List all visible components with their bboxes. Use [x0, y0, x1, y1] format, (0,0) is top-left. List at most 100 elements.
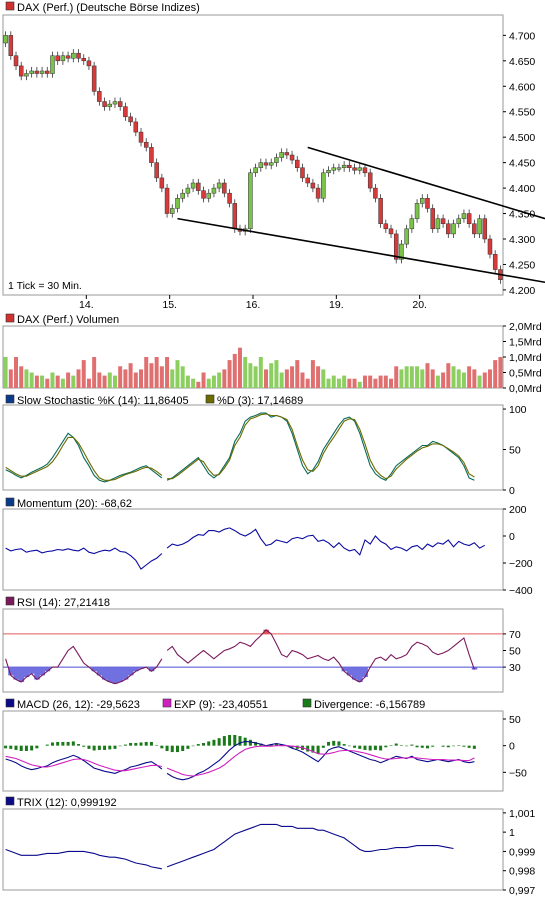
candle: [420, 198, 425, 204]
rsi-oversold-fill: [362, 667, 368, 678]
volume-bar: [305, 378, 310, 388]
ytick-label-0: 4.650: [509, 56, 535, 68]
candle: [170, 208, 175, 214]
divergence-bar: [87, 745, 91, 749]
volume-bar: [274, 360, 279, 388]
divergence-bar: [254, 741, 258, 746]
ytick-label-5: −50: [509, 767, 527, 779]
candle: [482, 218, 488, 240]
candle: [430, 208, 435, 230]
divergence-bar: [441, 745, 445, 747]
volume-bar: [29, 372, 34, 388]
candle: [321, 172, 326, 199]
volume-bar: [196, 381, 201, 388]
rsi-oversold-fill: [29, 667, 35, 674]
divergence-bar: [50, 742, 54, 746]
candle: [253, 167, 258, 174]
candle: [461, 213, 467, 219]
divergence-bar: [113, 745, 117, 749]
ytick-label-0: 4.500: [509, 132, 535, 144]
legend-text-5: MACD (26, 12): -29,5623: [17, 699, 140, 711]
candle: [76, 52, 81, 59]
candle: [409, 218, 415, 230]
candle: [373, 187, 378, 199]
volume-bar: [336, 378, 341, 388]
trendline-lower: [177, 217, 545, 284]
legend-text-5: Divergence: -6,156789: [314, 699, 425, 711]
candle: [404, 228, 409, 245]
ytick-label-2: 50: [509, 445, 521, 457]
volume-bar: [342, 375, 347, 388]
divergence-bar: [181, 745, 185, 751]
divergence-bar: [212, 739, 216, 746]
legend-text-6: TRIX (12): 0,999192: [17, 797, 117, 809]
volume-bar: [415, 366, 420, 388]
divergence-bar: [66, 741, 70, 746]
rsi-overbought-fill: [263, 629, 269, 634]
divergence-bar: [457, 745, 461, 746]
panel-frame-1: [2, 325, 504, 389]
divergence-bar: [144, 741, 148, 746]
divergence-bar: [191, 745, 195, 747]
divergence-bar: [103, 745, 107, 750]
divergence-bar: [222, 736, 226, 746]
rsi-oversold-fill: [39, 667, 45, 676]
candle: [175, 198, 180, 209]
volume-bar: [430, 369, 435, 388]
ytick-label-0: 4.450: [509, 158, 535, 170]
divergence-bar: [379, 745, 383, 751]
legend-swatch-5: [162, 698, 172, 708]
rsi-oversold-fill: [128, 667, 134, 676]
volume-bar: [133, 372, 138, 388]
divergence-bar: [321, 745, 325, 748]
divergence-bar: [118, 745, 122, 747]
volume-bar: [154, 357, 159, 388]
divergence-bar: [196, 744, 200, 746]
candle: [315, 187, 321, 199]
volume-bar: [217, 372, 222, 388]
divergence-bar: [415, 745, 419, 748]
candle: [414, 203, 420, 219]
ytick-label-0: 4.700: [509, 30, 535, 42]
volume-bar: [451, 366, 456, 388]
ytick-label-1: 1,0Mrd: [509, 352, 542, 364]
volume-bar: [316, 366, 321, 388]
volume-bar: [185, 375, 190, 388]
candle: [29, 70, 34, 74]
x-label: 16.: [246, 299, 261, 311]
volume-bar: [76, 369, 81, 388]
divergence-bar: [446, 745, 450, 748]
divergence-bar: [160, 745, 164, 749]
ytick-label-1: 0,0Mrd: [509, 383, 542, 395]
volume-bar: [118, 366, 123, 388]
ytick-label-6: 0,998: [509, 866, 535, 878]
series-line-3-0: [5, 547, 163, 570]
legend-swatch-5: [302, 698, 312, 708]
divergence-bar: [155, 745, 159, 746]
volume-bar: [326, 378, 331, 388]
candle: [154, 162, 159, 179]
candle: [71, 52, 76, 59]
trendline-upper: [307, 146, 545, 220]
rsi-oversold-fill: [122, 667, 129, 680]
candle: [357, 167, 363, 171]
ytick-label-3: 0: [509, 531, 515, 543]
candle: [50, 55, 55, 74]
volume-bar: [399, 369, 404, 388]
candle: [102, 101, 107, 107]
candle: [3, 35, 8, 44]
candle: [128, 116, 133, 123]
ytick-label-1: 0,5Mrd: [509, 368, 542, 380]
candle: [112, 101, 118, 105]
rsi-oversold-fill: [34, 667, 40, 680]
candle: [180, 192, 185, 199]
volume-bar: [40, 375, 45, 388]
divergence-bar: [134, 743, 138, 746]
candle: [451, 223, 456, 235]
candle: [472, 223, 477, 235]
rsi-oversold-fill: [13, 667, 19, 680]
ytick-label-6: 0,999: [509, 846, 535, 858]
volume-bar: [24, 369, 29, 388]
volume-bar: [232, 353, 237, 388]
